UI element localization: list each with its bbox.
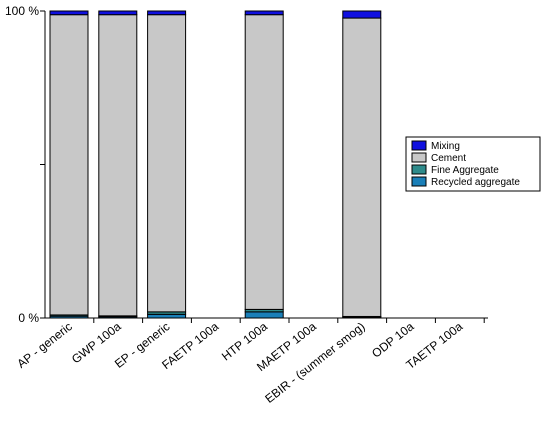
bar-segment-cement-1 — [49, 14, 89, 316]
bar-segment-cement-3 — [147, 14, 187, 313]
legend-label-cement: Cement — [431, 153, 466, 164]
bars-group — [49, 10, 382, 319]
legend-label-recycled-aggregate: Recycled aggregate — [431, 177, 520, 188]
y-ticks-group: 0 % 100 % — [5, 4, 45, 325]
legend-label-fine-aggregate: Fine Aggregate — [431, 165, 499, 176]
legend-swatch-mixing — [411, 140, 427, 151]
bar-segment-mixing-2 — [98, 10, 138, 16]
legend-label-mixing: Mixing — [431, 141, 460, 152]
bar-segment-mixing-1 — [49, 10, 89, 16]
legend-swatch-recycled-aggregate — [411, 176, 427, 187]
x-tick-label-odp-10a: ODP 10a — [369, 319, 417, 360]
legend-swatch-fine-aggregate — [411, 164, 427, 175]
y-tick-label-1: 0 % — [18, 311, 39, 325]
legend-box — [405, 136, 541, 192]
bar-segment-mixing-5 — [244, 10, 284, 16]
bar-segment-mixing-7 — [342, 10, 382, 19]
bar-segment-cement-7 — [342, 17, 382, 317]
legend-swatch-cement — [411, 152, 427, 163]
y-tick-label-3: 100 % — [5, 4, 39, 18]
bar-segment-mixing-3 — [147, 10, 187, 16]
x-tick-label-ap-generic: AP - generic — [14, 319, 74, 371]
bar-segment-cement-5 — [244, 14, 284, 310]
bar-segment-recycled-aggregate-3 — [147, 313, 187, 319]
bar-segment-recycled-aggregate-5 — [244, 311, 284, 319]
bar-segment-cement-2 — [98, 14, 138, 317]
